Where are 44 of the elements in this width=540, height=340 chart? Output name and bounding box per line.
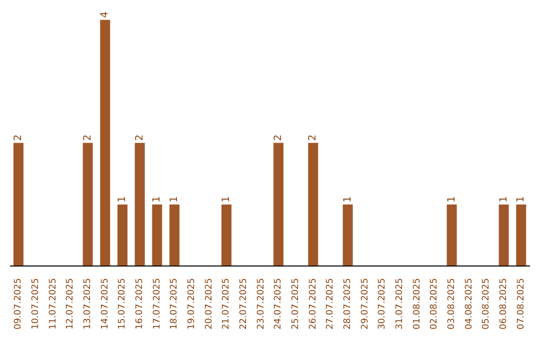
x-tick-label: 20.07.2025: [204, 278, 214, 330]
x-tick-label: 13.07.2025: [83, 278, 93, 330]
x-tick-label: 06.08.2025: [499, 278, 509, 330]
x-tick-label: 16.07.2025: [135, 278, 145, 330]
x-tick-label: 22.07.2025: [239, 278, 249, 330]
data-label: 2: [272, 134, 284, 141]
x-tick-label: 07.08.2025: [516, 278, 526, 330]
data-label: 1: [152, 196, 163, 202]
x-tick-label: 12.07.2025: [66, 278, 76, 330]
x-tick-label: 15.07.2025: [118, 278, 128, 330]
x-tick-label: 23.07.2025: [256, 278, 266, 330]
x-tick-label: 27.07.2025: [326, 278, 336, 330]
x-tick-label: 31.07.2025: [395, 278, 405, 330]
x-tick-label: 04.08.2025: [464, 278, 474, 330]
x-tick-label: 01.08.2025: [412, 278, 422, 330]
x-tick-label: 05.08.2025: [482, 278, 492, 330]
x-tick-label: 24.07.2025: [274, 278, 284, 330]
data-label: 4: [100, 11, 111, 18]
data-label: 2: [12, 134, 24, 141]
x-tick-label: 30.07.2025: [378, 278, 388, 330]
data-label: 1: [498, 196, 510, 202]
x-tick-label: 28.07.2025: [343, 278, 353, 330]
x-tick-label: 25.07.2025: [291, 278, 301, 330]
x-tick-label: 14.07.2025: [100, 278, 110, 330]
x-tick-label: 09.07.2025: [14, 278, 24, 330]
data-label: 1: [220, 196, 232, 202]
data-label: 1: [446, 196, 458, 202]
data-label: 1: [116, 196, 128, 202]
data-label: 1: [168, 196, 180, 202]
x-tick-label: 19.07.2025: [187, 278, 197, 330]
x-tick-label: 21.07.2025: [222, 278, 232, 330]
x-tick-label: 26.07.2025: [308, 278, 318, 330]
x-tick-label: 17.07.2025: [152, 278, 162, 330]
data-label: 1: [516, 196, 527, 202]
data-label: 1: [342, 196, 354, 202]
x-tick-label: 11.07.2025: [48, 278, 58, 330]
x-tick-label: 10.07.2025: [31, 278, 41, 330]
x-tick-label: 03.08.2025: [447, 278, 457, 330]
data-label: 2: [308, 134, 319, 141]
data-label: 2: [82, 134, 94, 141]
data-label: 2: [134, 134, 146, 141]
x-tick-label: 18.07.2025: [170, 278, 180, 330]
x-tick-label: 29.07.2025: [360, 278, 370, 330]
x-tick-label: 02.08.2025: [430, 278, 440, 330]
